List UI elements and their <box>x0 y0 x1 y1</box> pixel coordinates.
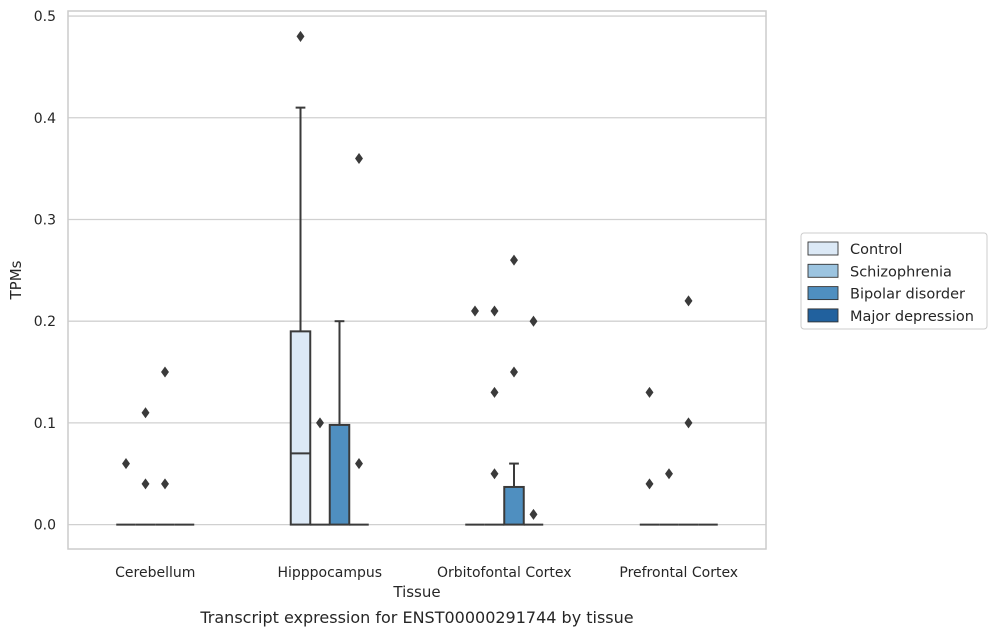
outlier-point <box>684 417 693 429</box>
x-tick-label: Hipppocampus <box>277 565 382 581</box>
box-group <box>328 320 351 526</box>
x-axis-ticks: Cerebellum Hipppocampus Orbitofontal Corte… <box>115 565 738 581</box>
box-body <box>328 423 351 526</box>
legend-label: Control <box>850 242 902 258</box>
legend-item: Bipolar disorder <box>807 286 965 303</box>
y-tick-label: 0.1 <box>34 416 56 432</box>
outlier-point <box>471 305 479 317</box>
outlier-point <box>316 417 324 429</box>
legend-item: Control <box>807 241 902 258</box>
outlier-point <box>141 407 150 419</box>
outlier-point <box>296 30 305 42</box>
y-axis-ticks: 0.0 0.1 0.2 0.3 0.4 0.5 <box>34 9 56 534</box>
plot-area-frame <box>67 10 767 550</box>
outlier-point <box>355 458 363 470</box>
legend-label: Schizophrenia <box>850 264 952 280</box>
outlier-point <box>510 254 518 266</box>
outlier-point <box>510 366 518 378</box>
y-tick-label: 0.4 <box>34 111 56 127</box>
outlier-point <box>645 386 654 398</box>
outlier-point <box>490 305 499 317</box>
outlier-point <box>161 366 169 378</box>
outlier-point <box>141 478 150 490</box>
box-group <box>503 462 525 526</box>
outlier-point <box>684 295 693 307</box>
y-tick-label: 0.0 <box>34 518 56 534</box>
legend-swatch <box>807 286 839 301</box>
legend: Control Schizophrenia Bipolar disorder Majo… <box>800 232 988 330</box>
chart-caption: Transcript expression for ENST0000029174… <box>199 608 633 627</box>
legend-label: Bipolar disorder <box>850 287 965 303</box>
outlier-point <box>529 508 538 520</box>
boxes <box>116 106 718 526</box>
x-tick-label: Cerebellum <box>115 565 195 581</box>
y-tick-label: 0.2 <box>34 314 56 330</box>
legend-swatch <box>807 308 839 323</box>
y-tick-label: 0.5 <box>34 9 56 25</box>
outlier-point <box>122 458 130 470</box>
box-body <box>503 485 525 526</box>
outlier-point <box>529 315 538 327</box>
x-axis-title: Tissue <box>392 583 440 601</box>
outlier-point <box>645 478 654 490</box>
legend-swatch <box>807 263 839 278</box>
outlier-point <box>665 468 673 480</box>
y-tick-label: 0.3 <box>34 212 56 228</box>
legend-item: Major depression <box>807 308 974 325</box>
outlier-point <box>355 152 363 164</box>
box-body <box>289 330 312 526</box>
x-tick-label: Prefrontal Cortex <box>619 565 738 581</box>
legend-items: Control Schizophrenia Bipolar disorder Majo… <box>807 241 974 325</box>
legend-item: Schizophrenia <box>807 263 952 280</box>
outlier-point <box>490 386 499 398</box>
outliers <box>122 30 693 520</box>
outlier-point <box>161 478 169 490</box>
box-group <box>289 106 312 526</box>
outlier-point <box>490 468 499 480</box>
legend-frame <box>800 232 988 330</box>
legend-swatch <box>807 241 839 256</box>
legend-label: Major depression <box>850 309 974 325</box>
gridlines <box>68 15 766 526</box>
y-axis-title: TPMs <box>7 260 25 300</box>
x-tick-label: Orbitofontal Cortex <box>437 565 572 581</box>
